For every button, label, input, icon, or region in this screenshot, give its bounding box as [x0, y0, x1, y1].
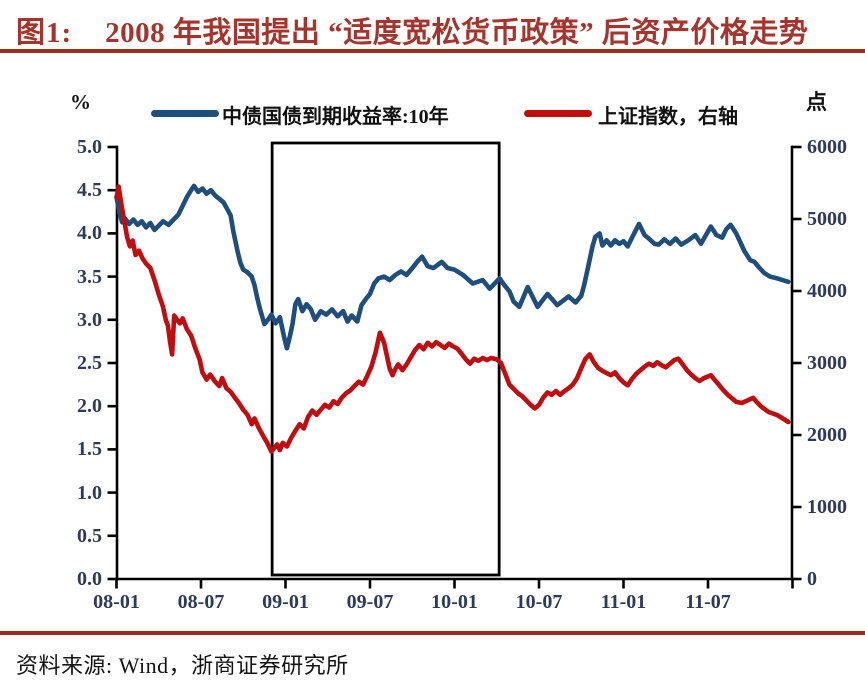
figure-title: 2008 年我国提出 “适度宽松货币政策” 后资产价格走势	[105, 17, 809, 49]
y-axis-right-label: 6000	[807, 136, 847, 158]
x-axis-label: 11-07	[685, 591, 731, 613]
y-axis-left-label: 0.5	[77, 524, 102, 547]
y-axis-right-label: 2000	[807, 424, 847, 446]
left-axis-unit-label: %	[70, 90, 91, 114]
y-axis-left-label: 4.5	[77, 179, 102, 202]
x-axis-label: 08-07	[177, 591, 225, 613]
x-axis-label: 11-01	[600, 591, 647, 613]
y-axis-left-label: 4.0	[77, 222, 102, 245]
y-axis-right-label: 3000	[807, 352, 847, 374]
legend-swatch-sse-index	[524, 110, 592, 117]
x-axis-label: 09-07	[346, 591, 394, 613]
legend-swatch-bond-yield	[151, 110, 219, 117]
y-axis-right-label: 1000	[807, 496, 847, 518]
legend-label-bond-yield: 中债国债到期收益率:10年	[222, 106, 449, 128]
source-note: 资料来源: Wind，浙商证券研究所	[16, 653, 349, 678]
y-axis-right-label: 5000	[807, 208, 847, 230]
series-line-bond-yield	[114, 183, 791, 351]
y-axis-left-label: 2.5	[77, 352, 102, 374]
series-line-sse-index	[114, 184, 791, 454]
figure-number-label: 图1:	[16, 17, 73, 49]
title-underline	[0, 49, 865, 53]
y-axis-left-label: 5.0	[77, 136, 102, 158]
footer-rule	[0, 631, 865, 635]
x-axis-label: 10-07	[515, 591, 563, 613]
y-axis-left-label: 1.5	[77, 438, 102, 461]
y-axis-left-label: 1.0	[77, 481, 102, 504]
y-axis-left-label: 0.0	[77, 568, 102, 590]
legend-label-sse-index: 上证指数，右轴	[598, 106, 738, 128]
y-axis-left-label: 2.0	[77, 395, 102, 418]
y-axis-left-label: 3.5	[77, 265, 102, 288]
figure-header: 图1: 2008 年我国提出 “适度宽松货币政策” 后资产价格走势	[16, 9, 856, 51]
x-axis-label: 08-01	[93, 591, 140, 613]
y-axis-left-label: 3.0	[77, 308, 102, 331]
y-axis-right-label: 0	[807, 568, 817, 590]
x-axis-label: 09-01	[262, 591, 309, 613]
x-axis-label: 10-01	[431, 591, 478, 613]
right-axis-unit-label: 点	[806, 90, 827, 114]
y-axis-right-label: 4000	[807, 280, 847, 302]
